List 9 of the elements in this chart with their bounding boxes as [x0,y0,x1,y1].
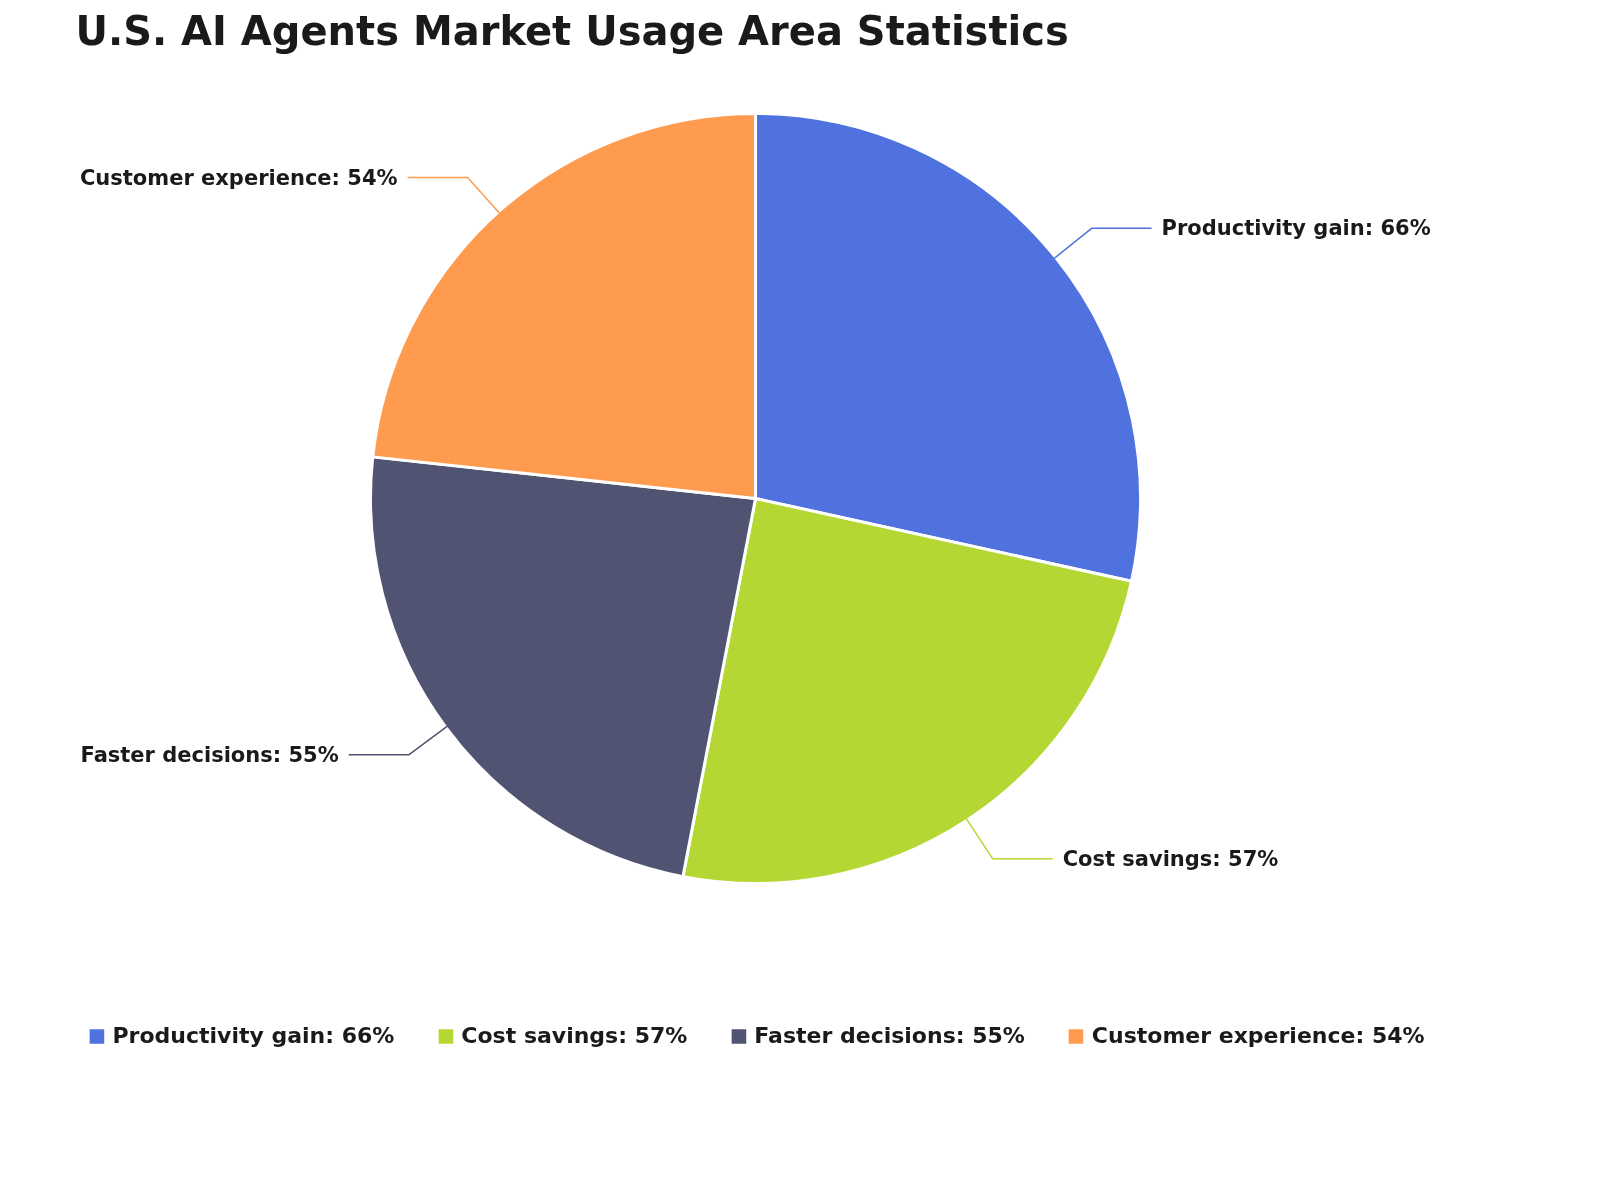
slice-label: Cost savings: 57% [1062,846,1279,871]
chart-title: U.S. AI Agents Market Usage Area Statistics [75,7,1069,54]
legend-label: Customer experience: 54% [1091,1023,1425,1048]
legend-label: Faster decisions: 55% [754,1023,1025,1048]
slice-label: Productivity gain: 66% [1161,216,1431,241]
legend-label: Cost savings: 57% [461,1023,688,1048]
slice-label: Faster decisions: 55% [80,742,339,767]
legend-label: Productivity gain: 66% [112,1023,395,1048]
slice-label: Customer experience: 54% [79,165,398,190]
